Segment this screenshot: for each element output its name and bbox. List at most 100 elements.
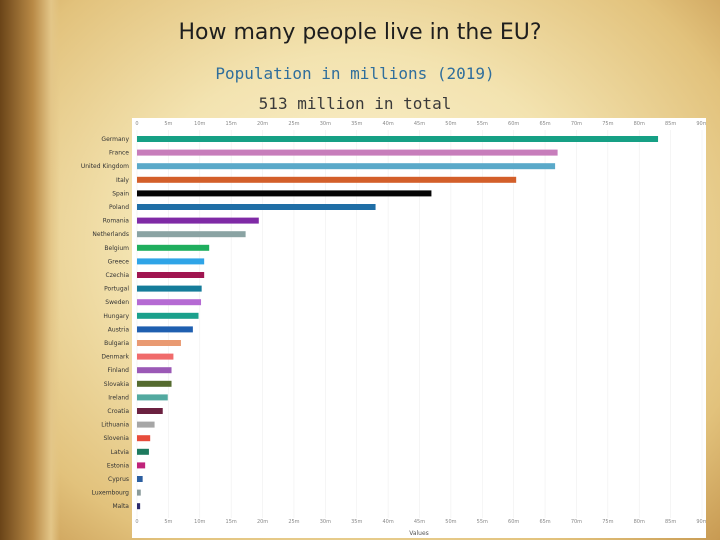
category-label: Slovakia: [104, 381, 130, 388]
x-tick-label-top: 10m: [194, 121, 205, 127]
x-tick-label-bottom: 85m: [665, 519, 676, 525]
x-tick-label-top: 45m: [414, 121, 425, 127]
category-labels: Germany France United Kingdom Italy Spain Pol…: [81, 136, 130, 510]
category-label: France: [109, 150, 129, 157]
total-population-text: 513 million in total: [258, 94, 452, 113]
x-tick-label-bottom: 90m: [696, 519, 706, 525]
category-label: Greece: [108, 258, 130, 265]
x-tick-label-top: 30m: [320, 121, 331, 127]
category-label: Latvia: [111, 449, 130, 456]
x-tick-label-top: 50m: [445, 121, 456, 127]
bar: [137, 258, 205, 265]
bar: [137, 380, 172, 387]
book-binding: [0, 0, 60, 540]
x-tick-label-top: 25m: [288, 121, 299, 127]
bar: [137, 489, 141, 496]
category-label: Germany: [101, 136, 129, 143]
bar: [137, 149, 558, 156]
category-label: Finland: [108, 367, 130, 374]
category-label: Cyprus: [108, 476, 129, 483]
x-tick-label-top: 75m: [602, 121, 613, 127]
category-label: Denmark: [101, 354, 129, 361]
category-label: Estonia: [107, 462, 129, 469]
x-tick-label-top: 20m: [257, 121, 268, 127]
x-tick-label-top: 35m: [351, 121, 362, 127]
bar: [137, 503, 141, 510]
x-tick-label-top: 70m: [571, 121, 582, 127]
bar: [137, 326, 193, 333]
slide-title: How many people live in the EU?: [178, 20, 542, 45]
bar: [137, 176, 517, 183]
x-tick-label-bottom: 45m: [414, 519, 425, 525]
bar: [137, 448, 149, 455]
x-tick-label-bottom: 10m: [194, 519, 205, 525]
category-label: Ireland: [108, 394, 129, 401]
x-tick-label-bottom: 15m: [226, 519, 237, 525]
bar: [137, 367, 172, 374]
x-axis-title: Values: [409, 530, 429, 537]
x-tick-label-bottom: 25m: [288, 519, 299, 525]
bar: [137, 421, 155, 428]
bar: [137, 394, 168, 401]
bar: [137, 190, 432, 197]
category-label: Czechia: [106, 272, 130, 279]
category-label: United Kingdom: [81, 163, 129, 170]
x-tick-label-top: 90m: [696, 121, 706, 127]
bar: [137, 435, 151, 442]
bar: [137, 272, 205, 278]
category-label: Italy: [116, 177, 129, 184]
x-tick-label-bottom: 5m: [164, 519, 172, 525]
x-tick-label-top: 85m: [665, 121, 676, 127]
bar-chart: 0 0 5m 5m 10m 10m 15m 15m 20m 20m 25m 25m 30m 30m 35m 3…: [135, 121, 706, 537]
x-tick-label-bottom: 70m: [571, 519, 582, 525]
x-tick-label-top: 65m: [539, 121, 550, 127]
x-tick-label-top: 15m: [226, 121, 237, 127]
x-tick-label-bottom: 55m: [477, 519, 488, 525]
x-tick-label-top: 55m: [477, 121, 488, 127]
category-label: Luxembourg: [92, 490, 130, 497]
x-tick-label-top: 80m: [634, 121, 645, 127]
x-tick-label-top: 5m: [164, 121, 172, 127]
category-label: Portugal: [104, 286, 129, 293]
x-tick-label-top: 60m: [508, 121, 519, 127]
category-label: Sweden: [105, 299, 129, 306]
category-label: Hungary: [103, 313, 129, 320]
x-tick-label-bottom: 30m: [320, 519, 331, 525]
category-label: Belgium: [104, 245, 129, 252]
x-tick-label-top: 0: [135, 121, 138, 127]
category-label: Netherlands: [92, 231, 129, 238]
category-label: Romania: [103, 218, 130, 225]
bar: [137, 299, 202, 306]
bar: [137, 204, 376, 210]
x-tick-label-bottom: 80m: [634, 519, 645, 525]
x-tick-label-top: 40m: [382, 121, 393, 127]
bar: [137, 217, 259, 224]
bar: [137, 231, 246, 238]
x-tick-label-bottom: 75m: [602, 519, 613, 525]
bar: [137, 462, 146, 469]
bar: [137, 408, 163, 414]
x-tick-label-bottom: 60m: [508, 519, 519, 525]
category-label: Spain: [112, 190, 129, 197]
bar: [137, 312, 199, 319]
category-label: Slovenia: [103, 435, 129, 442]
category-label: Austria: [108, 326, 130, 333]
chart-panel: 0 0 5m 5m 10m 10m 15m 15m 20m 20m 25m 25m 30m 30m 35m 3…: [132, 118, 706, 538]
slide-subtitle: Population in millions (2019): [215, 64, 495, 83]
category-label: Croatia: [107, 408, 129, 415]
bar: [137, 476, 143, 482]
bar: [137, 136, 659, 142]
x-tick-label-bottom: 50m: [445, 519, 456, 525]
bar: [137, 163, 556, 170]
x-tick-label-bottom: 0: [135, 519, 138, 525]
x-tick-label-bottom: 65m: [539, 519, 550, 525]
bar: [137, 244, 210, 251]
bar: [137, 353, 174, 360]
bar: [137, 340, 181, 346]
bar: [137, 285, 202, 292]
x-tick-label-bottom: 35m: [351, 519, 362, 525]
category-label: Malta: [112, 503, 129, 510]
x-tick-label-bottom: 40m: [382, 519, 393, 525]
category-label: Poland: [109, 204, 129, 211]
